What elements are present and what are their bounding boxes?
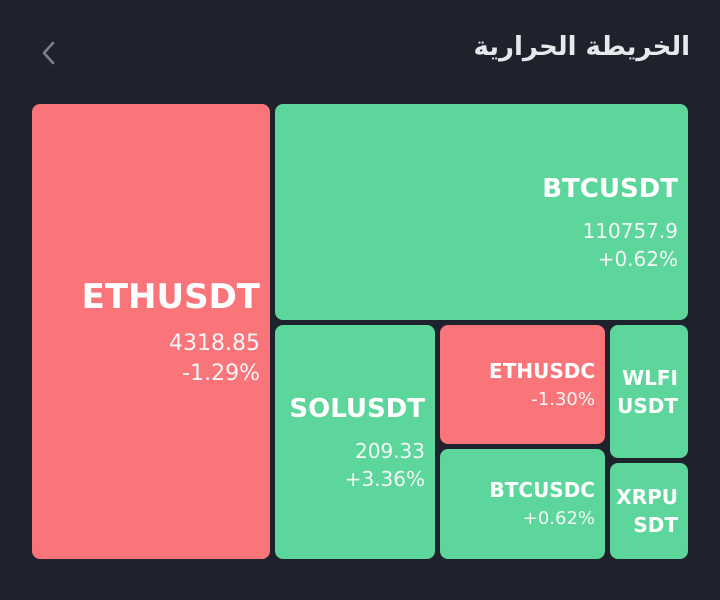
tile-symbol: BTCUSDT	[542, 174, 678, 204]
heatmap-tile-wlfiusdt[interactable]: WLFI USDT	[610, 325, 688, 458]
heatmap-tile-ethusdt[interactable]: ETHUSDT 4318.85 -1.29%	[32, 104, 270, 559]
tile-symbol-line2: USDT	[617, 393, 678, 418]
tile-symbol: BTCUSDC	[489, 478, 596, 502]
heatmap-tile-btcusdc[interactable]: BTCUSDC +0.62%	[440, 449, 605, 559]
tile-change: -1.30%	[531, 388, 595, 410]
chevron-left-icon[interactable]	[34, 38, 64, 68]
heatmap-tile-ethusdc[interactable]: ETHUSDC -1.30%	[440, 325, 605, 444]
tile-symbol: ETHUSDC	[489, 358, 595, 383]
tile-symbol-line2: SDT	[633, 513, 678, 537]
page-title: الخريطة الحرارية	[473, 32, 691, 62]
tile-change: -1.29%	[182, 360, 260, 386]
heatmap-tile-btcusdt[interactable]: BTCUSDT 110757.9 +0.62%	[275, 104, 688, 320]
tile-change: +0.62%	[597, 247, 678, 271]
tile-change: +0.62%	[522, 508, 595, 529]
tile-price: 209.33	[355, 439, 425, 463]
tile-price: 110757.9	[582, 219, 678, 243]
tile-symbol-line1: WLFI	[622, 365, 678, 390]
tile-change: +3.36%	[344, 467, 425, 491]
heatmap-tile-xrpusdt[interactable]: XRPU SDT	[610, 463, 688, 559]
tile-symbol: SOLUSDT	[289, 394, 425, 424]
heatmap-tile-solusdt[interactable]: SOLUSDT 209.33 +3.36%	[275, 325, 435, 559]
tile-symbol-line1: XRPU	[616, 485, 678, 509]
tile-price: 4318.85	[169, 330, 260, 356]
tile-symbol: ETHUSDT	[81, 276, 260, 317]
heatmap-header: الخريطة الحرارية	[0, 0, 720, 100]
